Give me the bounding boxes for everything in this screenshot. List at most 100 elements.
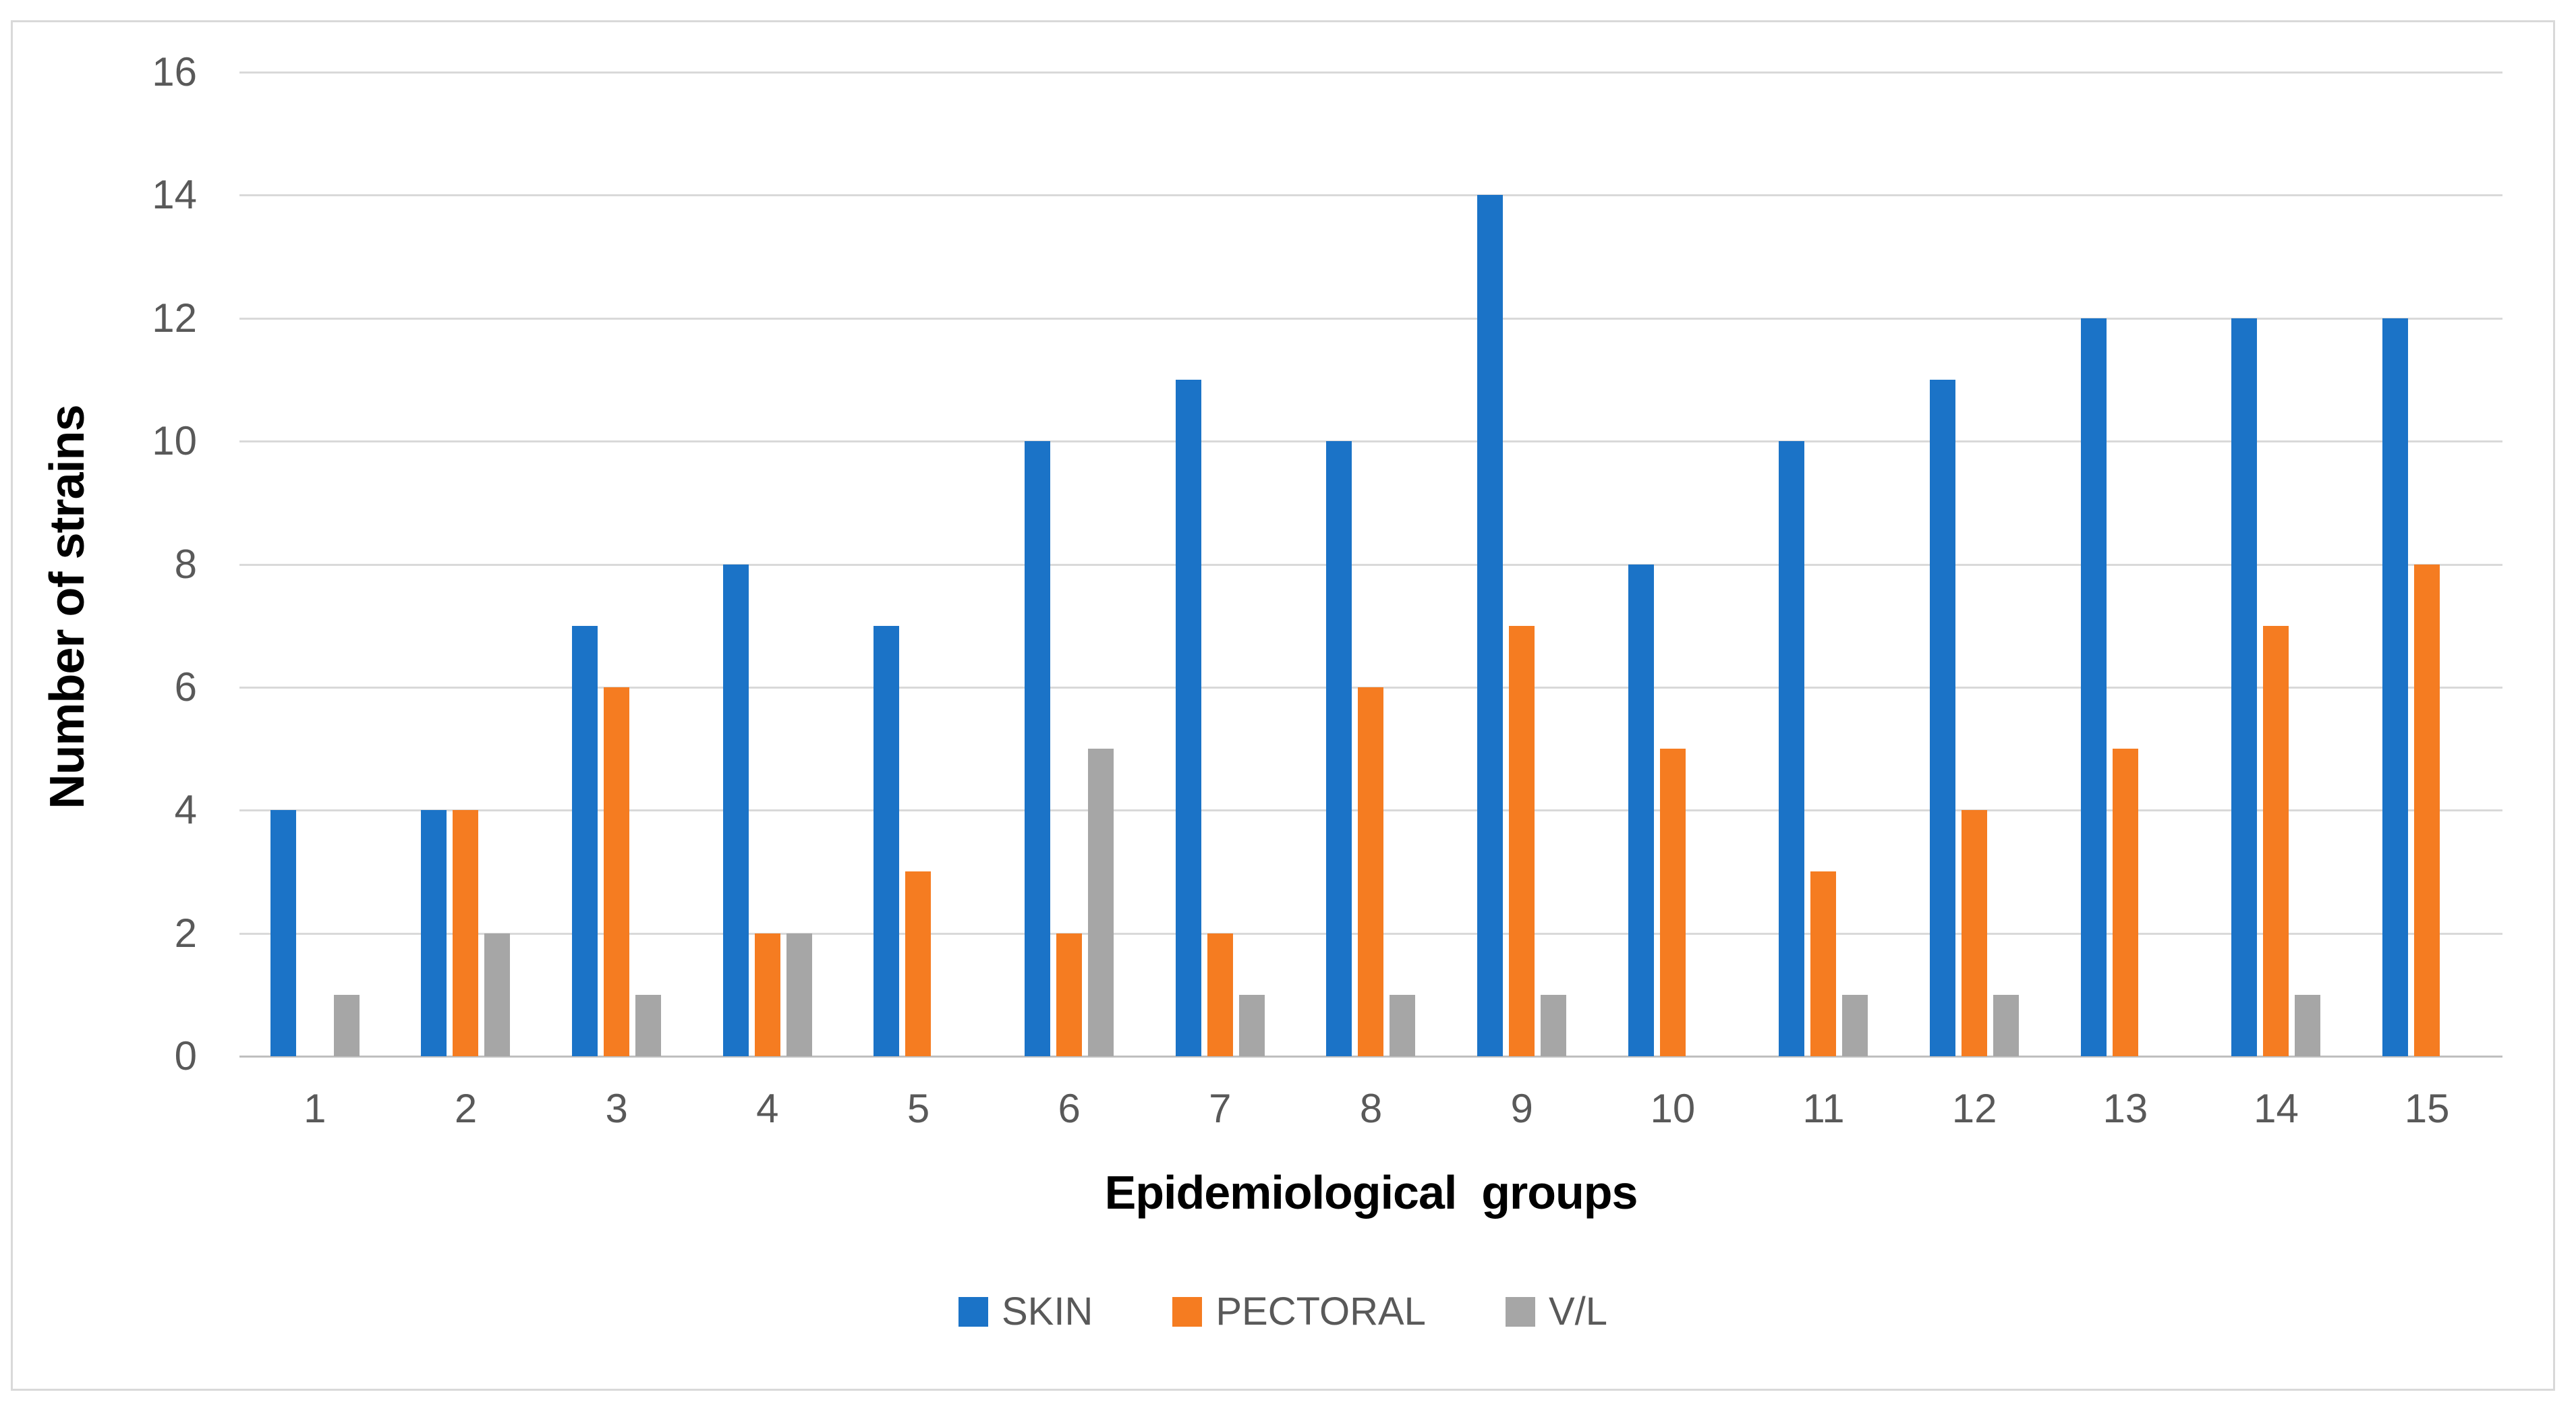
bar-skin-group-11 [1779,441,1805,1056]
gridline [239,563,2502,566]
bar-pectoral-group-7 [1207,933,1233,1056]
y-axis-tick-labels: 0 2 4 6 8 10 12 14 16 [54,52,197,1076]
y-tick-label: 16 [152,49,197,94]
bar-vl-group-11 [1842,994,1868,1056]
bar-group-10 [1597,72,1748,1056]
bar-vl-group-8 [1390,994,1416,1056]
x-axis-title: Epidemiological groups [1104,1166,1638,1219]
legend-item-vl: V/L [1505,1290,1608,1333]
bar-skin-group-3 [572,625,598,1056]
bar-pectoral-group-8 [1358,687,1384,1056]
bar-group-8 [1296,72,1447,1056]
chart-frame [11,20,2555,1391]
bar-pectoral-group-11 [1810,871,1837,1056]
bar-group-15 [2351,72,2502,1056]
y-tick-label: 8 [174,541,197,587]
bar-skin-group-9 [1477,195,1504,1056]
bar-vl-group-6 [1088,749,1114,1056]
legend-swatch-icon [958,1297,988,1327]
x-axis-tick-labels: 1 2 3 4 5 6 7 8 9 10 11 12 13 14 15 [239,1089,2502,1136]
y-tick-label: 0 [174,1033,197,1078]
bar-group-3 [541,72,692,1056]
y-tick-label: 14 [152,172,197,218]
y-tick-label: 2 [174,910,197,956]
bar-vl-group-1 [333,994,360,1056]
bar-pectoral-group-4 [754,933,780,1056]
bar-pectoral-group-12 [1962,810,1988,1056]
x-tick-label: 15 [2404,1086,2450,1131]
bar-pectoral-group-3 [604,687,630,1056]
bar-pectoral-group-14 [2263,625,2289,1056]
bar-pectoral-group-9 [1509,625,1535,1056]
bar-pectoral-group-2 [453,810,479,1056]
bar-skin-group-7 [1175,379,1201,1056]
y-tick-label: 4 [174,787,197,833]
x-tick-label: 8 [1359,1086,1383,1131]
y-tick-label: 10 [152,418,197,464]
bar-group-13 [2050,72,2201,1056]
x-tick-label: 12 [1951,1086,1997,1131]
bar-vl-group-2 [484,933,511,1056]
bar-group-1 [239,72,391,1056]
x-tick-label: 1 [304,1086,326,1131]
bar-pectoral-group-13 [2112,749,2138,1056]
bar-skin-group-15 [2382,318,2409,1056]
x-tick-label: 14 [2254,1086,2299,1131]
x-tick-label: 2 [454,1086,478,1131]
x-tick-label: 4 [756,1086,779,1131]
x-tick-label: 6 [1058,1086,1081,1131]
legend-item-pectoral: PECTORAL [1172,1292,1426,1331]
y-tick-label: 12 [152,295,197,341]
bar-skin-group-13 [2080,318,2107,1056]
bar-group-4 [692,72,843,1056]
x-tick-label: 3 [605,1086,628,1131]
bar-vl-group-4 [786,933,812,1056]
x-tick-label: 5 [907,1086,930,1131]
bar-skin-group-10 [1628,564,1654,1056]
bar-group-14 [2201,72,2352,1056]
bar-skin-group-8 [1326,441,1352,1056]
legend-item-skin: SKIN [958,1292,1093,1331]
gridline [239,71,2502,74]
bar-skin-group-5 [874,625,900,1056]
x-axis-line [239,1056,2502,1058]
bar-skin-group-1 [270,810,296,1056]
bar-group-11 [1748,72,1899,1056]
x-tick-label: 13 [2102,1086,2148,1131]
y-tick-label: 6 [174,664,197,710]
x-tick-label: 11 [1802,1086,1845,1131]
plot-area [239,71,2502,1058]
bar-pectoral-group-10 [1659,749,1686,1056]
bar-group-2 [391,72,542,1056]
bar-group-7 [1145,72,1296,1056]
bar-skin-group-2 [421,810,447,1056]
bar-pectoral-group-5 [905,871,932,1056]
bar-pectoral-group-15 [2414,564,2440,1056]
legend-label: SKIN [1001,1290,1093,1333]
bar-skin-group-6 [1025,441,1051,1056]
legend-label: PECTORAL [1215,1290,1426,1333]
x-tick-label: 10 [1650,1086,1696,1131]
bar-group-9 [1446,72,1597,1056]
bar-vl-group-12 [1993,994,2020,1056]
bar-vl-group-9 [1541,994,1567,1056]
x-tick-label: 7 [1209,1086,1232,1131]
bar-vl-group-7 [1238,994,1265,1056]
bar-group-5 [843,72,994,1056]
legend-swatch-icon [1505,1297,1535,1327]
bar-skin-group-4 [722,564,749,1056]
bar-skin-group-14 [2231,318,2258,1056]
bar-skin-group-12 [1930,379,1956,1056]
legend-swatch-icon [1172,1297,1203,1327]
legend-label: V/L [1548,1290,1608,1333]
bar-vl-group-14 [2295,994,2321,1056]
bar-group-12 [1899,72,2050,1056]
bar-pectoral-group-6 [1056,933,1083,1056]
x-tick-label: 9 [1510,1086,1533,1131]
gridline [239,440,2502,443]
gridline [239,194,2502,197]
bar-group-6 [994,72,1145,1056]
bar-vl-group-3 [635,994,662,1056]
legend: SKIN PECTORAL V/L [13,1292,2553,1331]
